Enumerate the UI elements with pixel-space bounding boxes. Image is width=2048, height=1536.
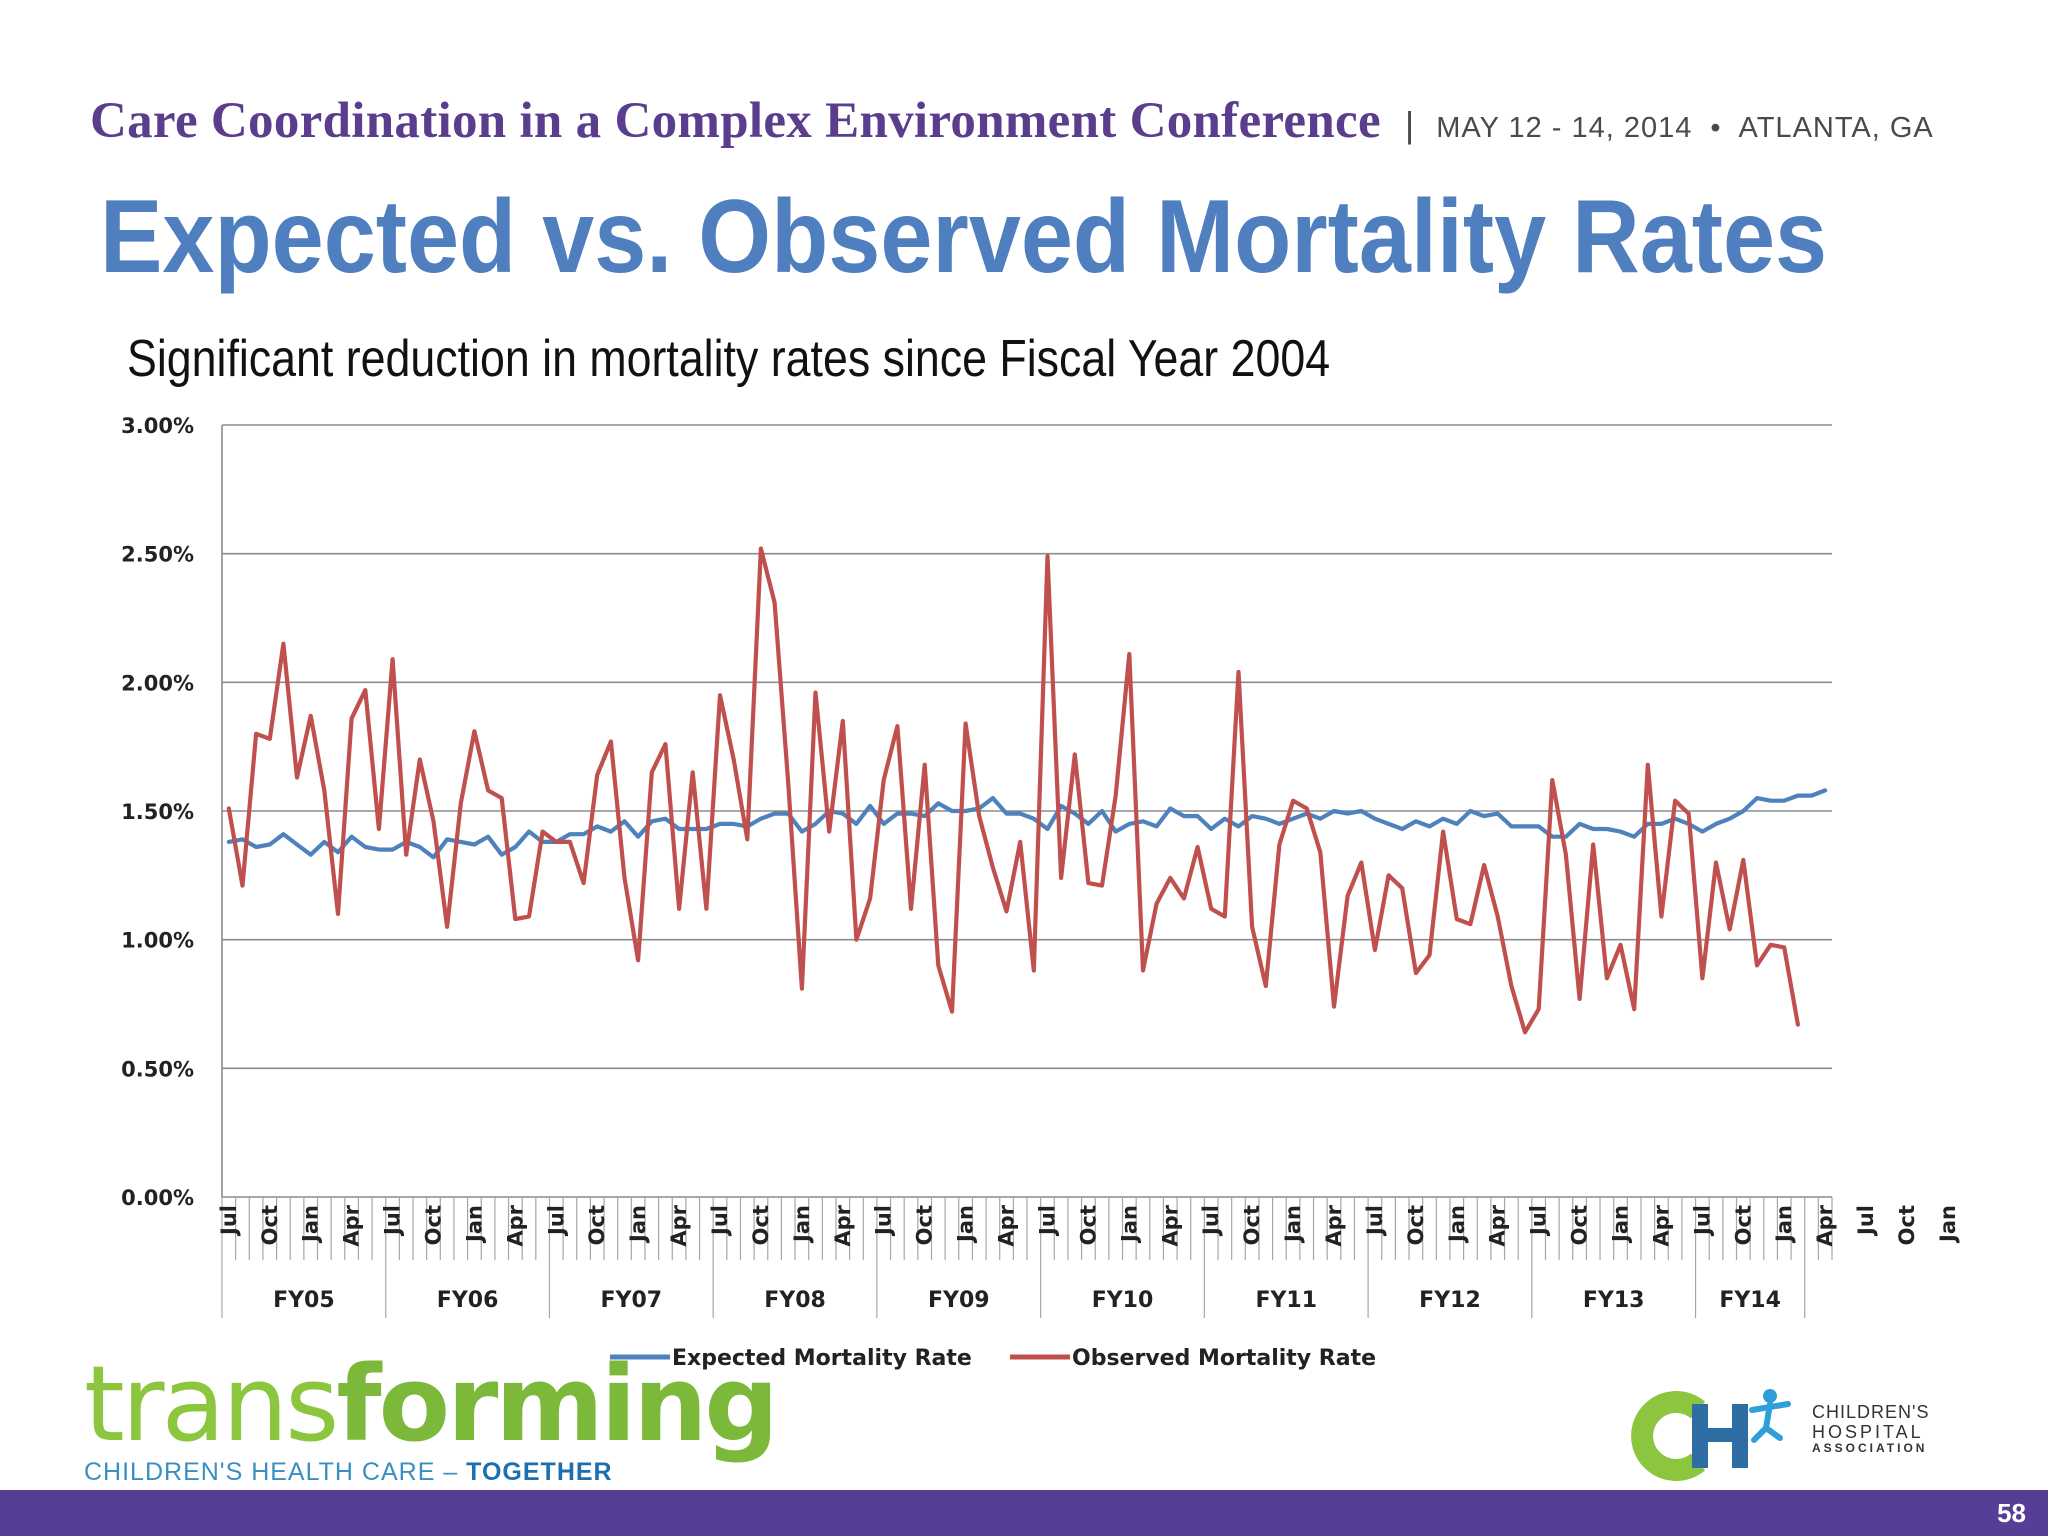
month-label: Apr — [1649, 1204, 1673, 1246]
cha-mark-icon — [1631, 1389, 1791, 1481]
month-label: Jan — [626, 1205, 650, 1244]
mortality-line-chart: 0.00% 0.50% 1.00% 1.50% 2.00% 2.50% 3.00% Jul Oc… — [121, 414, 1960, 1371]
y-tick-label: 2.50% — [121, 543, 194, 567]
month-label: Jan — [1609, 1205, 1633, 1244]
fiscal-year-label: FY05 — [273, 1288, 335, 1313]
month-label: Apr — [340, 1204, 364, 1246]
month-label: Jan — [1772, 1205, 1796, 1244]
cha-name-line2: HOSPITAL — [1812, 1422, 1924, 1443]
legend-label: Observed Mortality Rate — [1072, 1346, 1376, 1371]
month-label: Oct — [585, 1205, 609, 1245]
month-label: Jan — [1281, 1205, 1305, 1244]
y-tick-label: 3.00% — [121, 414, 194, 438]
month-label: Jan — [299, 1205, 323, 1244]
month-label: Oct — [1240, 1205, 1264, 1245]
month-label: Oct — [421, 1205, 445, 1245]
fiscal-year-label: FY08 — [764, 1288, 826, 1313]
conference-date: MAY 12 - 14, 2014 — [1436, 112, 1693, 144]
month-label: Jul — [544, 1205, 568, 1237]
month-label: Jul — [1363, 1205, 1387, 1237]
month-label: Jul — [1690, 1205, 1714, 1237]
month-label: Apr — [1486, 1204, 1510, 1246]
month-label: Jan — [954, 1205, 978, 1244]
month-label: Apr — [1813, 1204, 1837, 1246]
y-tick-label: 0.00% — [121, 1186, 194, 1210]
fiscal-year-label: FY06 — [437, 1288, 499, 1313]
month-label: Apr — [831, 1204, 855, 1246]
month-label: Jul — [1854, 1205, 1878, 1237]
month-label: Oct — [1076, 1205, 1100, 1245]
fiscal-year-label: FY11 — [1255, 1288, 1317, 1313]
month-label: Jul — [1035, 1205, 1059, 1237]
y-tick-label: 2.00% — [121, 671, 194, 695]
month-label: Jul — [1199, 1205, 1223, 1237]
month-label: Jul — [708, 1205, 732, 1237]
month-label: Jan — [790, 1205, 814, 1244]
logo-tagline-bold: TOGETHER — [466, 1458, 613, 1486]
conference-title: Care Coordination in a Complex Environme… — [90, 93, 1381, 149]
month-label: Apr — [667, 1204, 691, 1246]
bullet-separator: • — [1710, 112, 1721, 144]
logo-tagline: CHILDREN'S HEALTH CARE – — [84, 1458, 467, 1486]
y-tick-label: 1.50% — [121, 800, 194, 824]
month-label: Apr — [1322, 1204, 1346, 1246]
month-label: Jan — [1936, 1205, 1960, 1244]
fiscal-year-label: FY14 — [1719, 1288, 1781, 1313]
conference-header: Care Coordination in a Complex Environme… — [90, 92, 1990, 162]
month-label: Jul — [872, 1205, 896, 1237]
fiscal-year-label: FY12 — [1419, 1288, 1481, 1313]
slide-subtitle: Significant reduction in mortality rates… — [127, 330, 1331, 388]
observed-mortality-line — [226, 546, 1801, 1035]
footer-bar: 58 — [0, 1490, 2048, 1536]
fiscal-year-label: FY07 — [601, 1288, 663, 1313]
month-label: Oct — [749, 1205, 773, 1245]
logo-word-light: trans — [84, 1343, 339, 1465]
fiscal-year-label: FY09 — [928, 1288, 990, 1313]
childrens-hospital-association-logo: CHILDREN'S HOSPITAL ASSOCIATION — [1620, 1382, 1940, 1482]
header-separator: | — [1404, 104, 1415, 145]
month-label: Jan — [1445, 1205, 1469, 1244]
transforming-logo: transforming CHILDREN'S HEALTH CARE – TO… — [84, 1352, 779, 1487]
month-label: Jul — [381, 1205, 405, 1237]
month-label: Jan — [1117, 1205, 1141, 1244]
month-label: Jan — [462, 1205, 486, 1244]
logo-word-bold: forming — [336, 1343, 778, 1465]
cha-name-line3: ASSOCIATION — [1812, 1441, 1928, 1456]
month-label: Oct — [258, 1205, 282, 1245]
month-label: Jul — [1527, 1205, 1551, 1237]
month-label: Apr — [1158, 1204, 1182, 1246]
month-label: Jul — [217, 1205, 241, 1237]
page-number: 58 — [1997, 1498, 2026, 1528]
conference-location: ATLANTA, GA — [1738, 112, 1934, 144]
y-tick-label: 1.00% — [121, 929, 194, 953]
y-tick-label: 0.50% — [121, 1057, 194, 1081]
month-label: Oct — [913, 1205, 937, 1245]
slide-title: Expected vs. Observed Mortality Rates — [100, 179, 1828, 295]
month-label: Oct — [1568, 1205, 1592, 1245]
fiscal-year-label: FY13 — [1583, 1288, 1645, 1313]
fiscal-year-label: FY10 — [1092, 1288, 1154, 1313]
legend-label: Expected Mortality Rate — [672, 1346, 972, 1371]
month-label: Apr — [995, 1204, 1019, 1246]
cha-name-line1: CHILDREN'S — [1812, 1402, 1930, 1422]
month-label: Apr — [503, 1204, 527, 1246]
month-label: Oct — [1731, 1205, 1755, 1245]
month-label: Oct — [1895, 1205, 1919, 1245]
expected-mortality-line — [226, 788, 1828, 860]
month-label: Oct — [1404, 1205, 1428, 1245]
